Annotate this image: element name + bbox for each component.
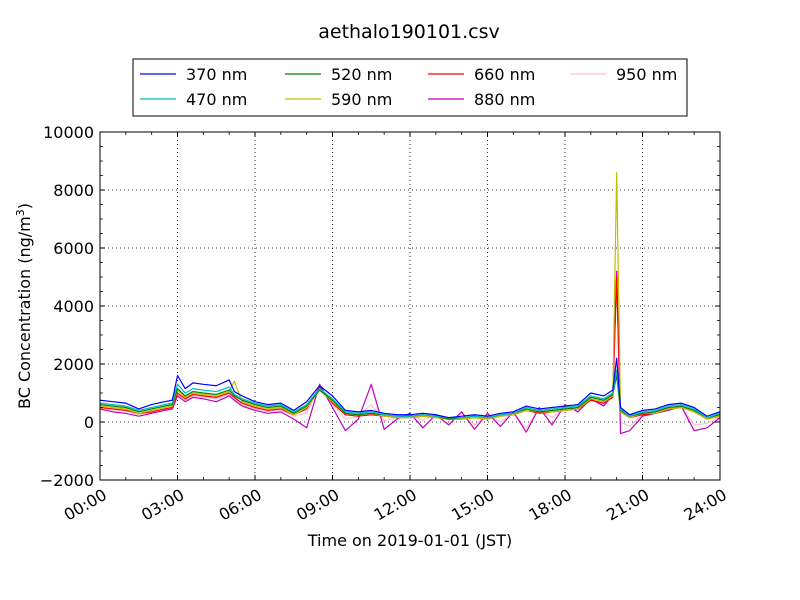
series-line-590-nm bbox=[100, 172, 720, 420]
legend-label-470-nm: 470 nm bbox=[186, 90, 247, 109]
y-axis-label-superscript: 3 bbox=[14, 209, 27, 216]
series-line-470-nm bbox=[100, 369, 720, 419]
series-lines bbox=[100, 172, 720, 435]
legend-label-950-nm: 950 nm bbox=[616, 65, 677, 84]
y-axis-label-close: ) bbox=[15, 203, 34, 209]
series-line-370-nm bbox=[100, 357, 720, 419]
y-tick-label: 4000 bbox=[53, 297, 94, 316]
x-axis-label: Time on 2019-01-01 (JST) bbox=[307, 531, 512, 550]
legend-label-590-nm: 590 nm bbox=[331, 90, 392, 109]
plot-area bbox=[100, 172, 720, 435]
y-tick-label: 2000 bbox=[53, 355, 94, 374]
y-axis-label-main: BC Concentration (ng/m bbox=[15, 216, 34, 409]
y-axis-label: BC Concentration (ng/m3) bbox=[14, 203, 34, 409]
legend-label-370-nm: 370 nm bbox=[186, 65, 247, 84]
legend-frame bbox=[132, 58, 688, 117]
legend-label-660-nm: 660 nm bbox=[474, 65, 535, 84]
y-tick-label: 0 bbox=[84, 413, 94, 432]
chart-title: aethalo190101.csv bbox=[318, 21, 500, 43]
y-tick-label: 8000 bbox=[53, 181, 94, 200]
legend: 370 nm 470 nm 520 nm 590 nm 660 nm 880 nm 950 … bbox=[132, 58, 688, 117]
legend-label-880-nm: 880 nm bbox=[474, 90, 535, 109]
y-tick-label: 6000 bbox=[53, 239, 94, 258]
y-tick-label: 10000 bbox=[43, 123, 94, 142]
y-tick-label: −2000 bbox=[40, 471, 94, 490]
legend-label-520-nm: 520 nm bbox=[331, 65, 392, 84]
